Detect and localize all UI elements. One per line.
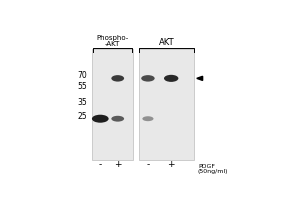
Text: PDGF
(50ng/ml): PDGF (50ng/ml) xyxy=(198,164,228,174)
Text: 55: 55 xyxy=(78,82,88,91)
Ellipse shape xyxy=(111,116,124,122)
Ellipse shape xyxy=(92,115,109,123)
Bar xyxy=(139,49,194,160)
Ellipse shape xyxy=(142,116,154,121)
Text: -: - xyxy=(99,160,102,169)
Ellipse shape xyxy=(111,75,124,82)
Text: 25: 25 xyxy=(78,112,88,121)
Text: +: + xyxy=(167,160,175,169)
Text: +: + xyxy=(114,160,122,169)
Ellipse shape xyxy=(141,75,155,82)
Text: 70: 70 xyxy=(78,71,88,80)
Polygon shape xyxy=(197,76,203,80)
Bar xyxy=(92,49,133,160)
Text: -: - xyxy=(146,160,150,169)
Text: 35: 35 xyxy=(78,98,88,107)
Text: AKT: AKT xyxy=(159,38,174,47)
Text: Phospho-
-AKT: Phospho- -AKT xyxy=(96,35,129,47)
Ellipse shape xyxy=(164,75,178,82)
